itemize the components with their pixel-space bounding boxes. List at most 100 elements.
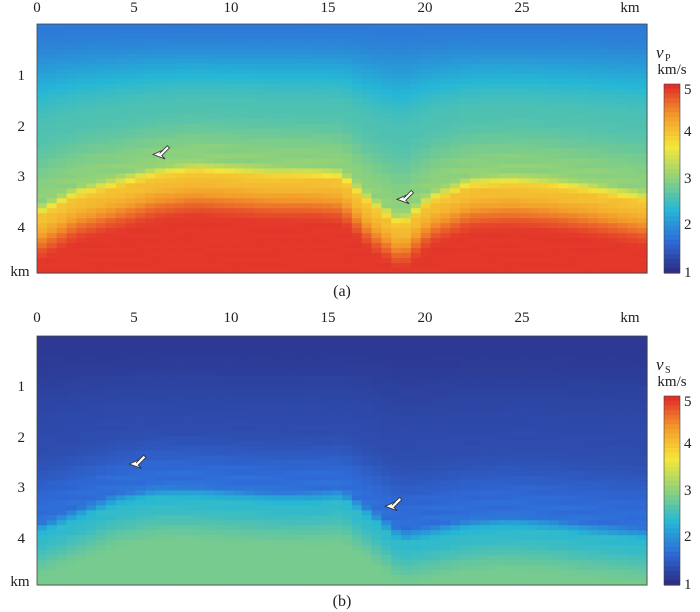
velocity-cell (519, 355, 530, 362)
velocity-cell (568, 138, 579, 145)
velocity-cell (86, 475, 97, 482)
velocity-cell (420, 420, 432, 427)
velocity-cell (125, 370, 136, 377)
velocity-cell (617, 88, 628, 95)
velocity-cell (292, 336, 304, 342)
velocity-cell (135, 168, 146, 174)
velocity-cell (627, 455, 638, 462)
velocity-cell (538, 173, 550, 179)
velocity-cell (312, 33, 323, 40)
velocity-cell (263, 390, 274, 397)
velocity-cell (538, 158, 550, 165)
velocity-cell (332, 430, 343, 437)
colorbar-cell (664, 140, 680, 147)
velocity-cell (342, 385, 353, 392)
velocity-cell (519, 198, 530, 204)
velocity-cell (223, 118, 235, 125)
velocity-cell (381, 43, 392, 50)
velocity-cell (430, 68, 441, 75)
velocity-cell (332, 33, 343, 40)
velocity-cell (204, 445, 215, 452)
velocity-cell (489, 455, 501, 462)
velocity-cell (194, 173, 205, 179)
velocity-cell (155, 168, 166, 174)
velocity-cell (332, 445, 343, 452)
velocity-cell (263, 425, 274, 432)
velocity-cell (450, 73, 461, 80)
velocity-cell (499, 173, 510, 179)
velocity-cell (76, 253, 87, 259)
velocity-cell (135, 118, 146, 125)
velocity-cell (342, 420, 353, 427)
velocity-cell (548, 133, 560, 140)
velocity-cell (174, 73, 186, 80)
velocity-cell (489, 53, 501, 60)
velocity-cell (410, 380, 422, 387)
velocity-cell (469, 58, 481, 65)
velocity-cell (174, 450, 186, 457)
velocity-cell (607, 38, 619, 45)
velocity-cell (597, 400, 609, 407)
velocity-cell (489, 365, 501, 372)
velocity-cell (76, 173, 87, 179)
velocity-cell (469, 440, 481, 447)
velocity-cell (548, 410, 560, 417)
velocity-cell (204, 470, 215, 477)
velocity-cell (420, 53, 432, 60)
velocity-cell (37, 233, 48, 239)
velocity-cell (489, 395, 501, 402)
velocity-cell (115, 218, 127, 224)
velocity-cell (351, 243, 363, 249)
velocity-cell (214, 218, 225, 224)
velocity-cell (410, 98, 422, 105)
velocity-cell (253, 385, 264, 392)
velocity-cell (46, 123, 58, 130)
velocity-cell (66, 480, 77, 486)
velocity-cell (528, 228, 540, 234)
velocity-cell (528, 410, 540, 417)
velocity-cell (322, 365, 333, 372)
velocity-cell (578, 445, 589, 452)
velocity-cell (538, 336, 550, 342)
velocity-cell (233, 355, 245, 362)
velocity-cell (578, 128, 589, 135)
velocity-cell (371, 375, 382, 382)
velocity-cell (135, 238, 146, 244)
velocity-cell (548, 68, 560, 75)
velocity-cell (499, 258, 510, 264)
velocity-cell (489, 465, 501, 472)
velocity-cell (332, 78, 343, 85)
velocity-cell (607, 103, 619, 110)
velocity-cell (597, 133, 609, 140)
velocity-cell (410, 340, 422, 347)
velocity-cell (538, 78, 550, 85)
velocity-cell (519, 380, 530, 387)
velocity-cell (273, 188, 284, 194)
velocity-cell (214, 475, 225, 482)
panel-a-y-tick-1: 1 (18, 68, 26, 84)
velocity-cell (342, 410, 353, 417)
velocity-cell (499, 228, 510, 234)
velocity-cell (164, 43, 176, 50)
velocity-cell (637, 108, 648, 115)
velocity-cell (332, 460, 343, 467)
velocity-cell (361, 470, 373, 477)
velocity-cell (46, 455, 58, 462)
velocity-cell (361, 445, 373, 452)
velocity-cell (76, 208, 87, 214)
velocity-cell (66, 83, 77, 90)
velocity-cell (174, 118, 186, 125)
velocity-cell (76, 178, 87, 184)
velocity-cell (637, 268, 648, 274)
velocity-cell (66, 345, 77, 352)
velocity-cell (273, 203, 284, 209)
velocity-cell (351, 440, 363, 447)
velocity-cell (538, 390, 550, 397)
velocity-cell (479, 63, 491, 70)
velocity-cell (125, 148, 136, 155)
velocity-cell (243, 203, 255, 209)
velocity-cell (194, 73, 205, 80)
velocity-cell (194, 78, 205, 85)
velocity-cell (322, 400, 333, 407)
velocity-cell (322, 243, 333, 249)
